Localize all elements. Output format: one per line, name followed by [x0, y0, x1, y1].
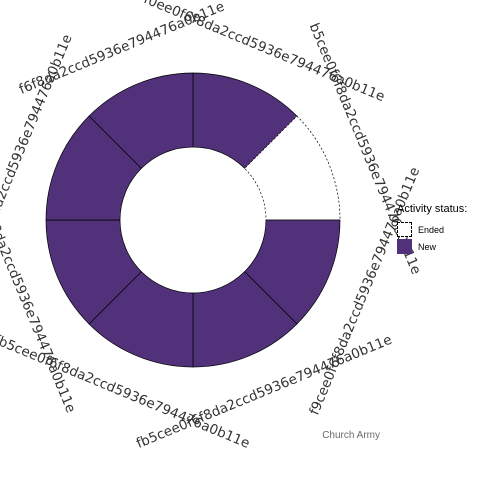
legend-item-new: New: [397, 238, 467, 255]
donut-segment-ended: [244, 115, 341, 221]
legend-key-new: [397, 239, 412, 254]
legend-title: Activity status:: [397, 203, 468, 215]
legend-label-new: New: [418, 241, 437, 252]
legend-item-ended: Ended: [397, 221, 467, 238]
donut-segments: [45, 72, 341, 368]
caption: Church Army: [322, 430, 380, 441]
legend-key-ended: [397, 222, 412, 237]
legend-label-ended: Ended: [418, 224, 445, 235]
donut-segment-new: [88, 72, 194, 169]
legend: Activity status: Ended New: [397, 203, 467, 255]
